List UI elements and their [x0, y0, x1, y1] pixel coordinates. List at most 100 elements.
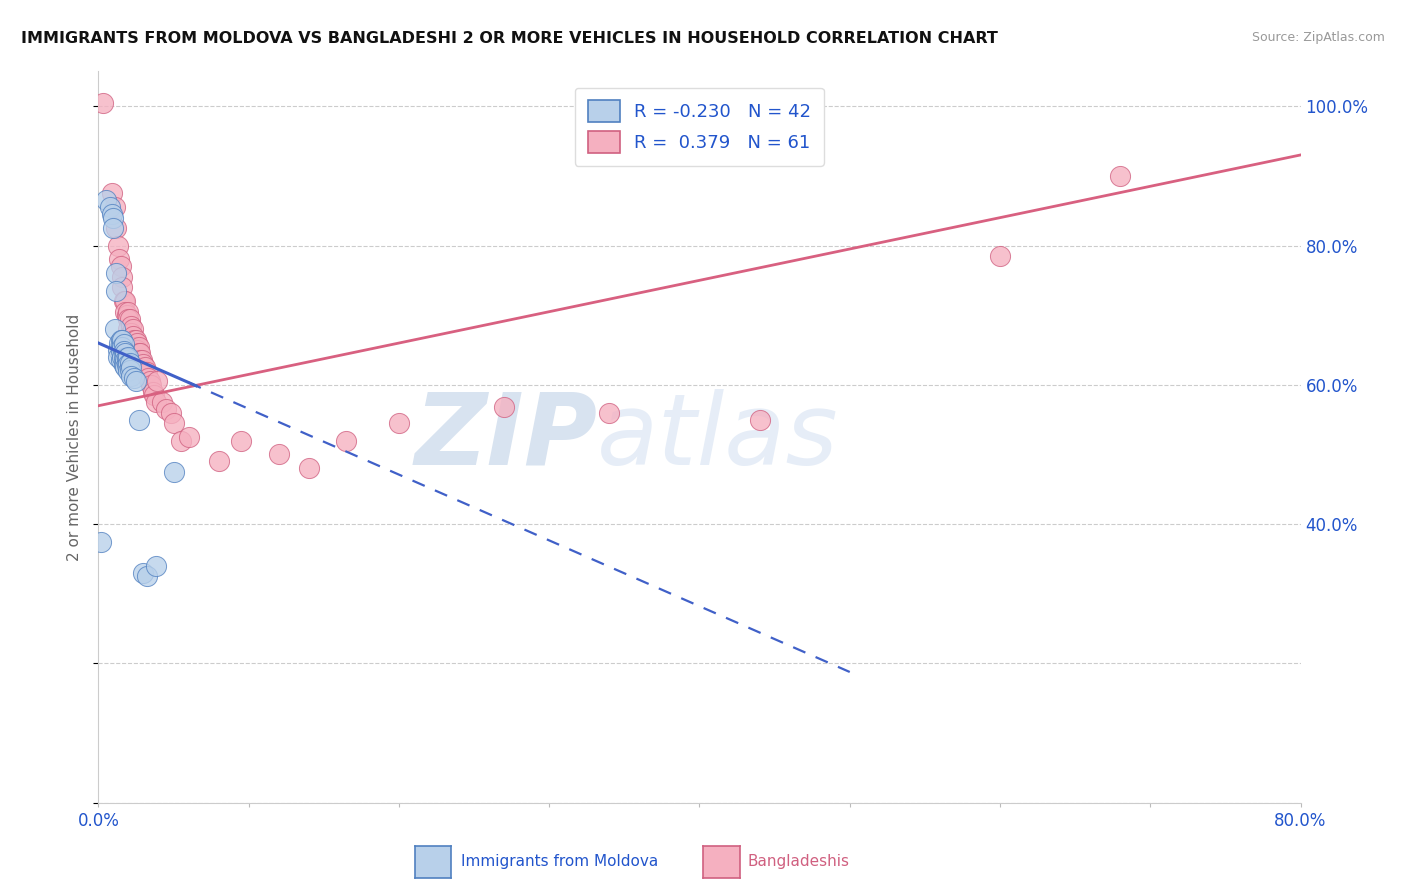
Point — [129, 353, 152, 368]
Point — [112, 294, 135, 309]
Point — [127, 343, 149, 357]
Point — [335, 434, 357, 448]
Point — [115, 308, 138, 322]
Point — [128, 412, 150, 426]
Text: Bangladeshis: Bangladeshis — [748, 855, 851, 869]
Point — [105, 284, 128, 298]
Point — [121, 318, 143, 333]
Point — [138, 375, 160, 389]
Point — [388, 416, 411, 430]
Point — [1109, 169, 1132, 183]
Point — [170, 434, 193, 448]
Point — [135, 365, 157, 379]
Point — [91, 95, 114, 110]
Point — [117, 350, 139, 364]
Point — [114, 294, 136, 309]
Point — [177, 430, 200, 444]
Point — [159, 406, 181, 420]
Point — [112, 359, 135, 373]
Point — [132, 357, 155, 371]
Point — [125, 375, 148, 389]
Point — [111, 280, 134, 294]
Point — [111, 339, 134, 353]
Point — [107, 350, 129, 364]
Point — [111, 269, 134, 284]
Point — [208, 454, 231, 468]
Point — [101, 186, 124, 201]
Point — [100, 200, 122, 214]
Point — [105, 266, 128, 280]
Point — [111, 333, 134, 347]
Point — [155, 402, 177, 417]
Point — [118, 362, 141, 376]
Point — [118, 311, 141, 326]
Point — [298, 461, 321, 475]
Point — [162, 416, 184, 430]
Point — [103, 211, 125, 225]
Point — [112, 337, 135, 351]
Point — [115, 359, 138, 373]
Point — [135, 569, 157, 583]
Point — [145, 558, 167, 573]
Point — [145, 395, 167, 409]
Point — [598, 406, 620, 420]
Point — [121, 360, 143, 375]
Point — [110, 339, 132, 353]
Point — [231, 434, 253, 448]
Point — [141, 384, 163, 399]
Point — [110, 353, 132, 368]
Point — [114, 353, 136, 368]
Point — [132, 566, 155, 580]
Point — [146, 375, 169, 389]
Point — [267, 448, 290, 462]
Point — [112, 344, 135, 359]
Point — [114, 346, 136, 360]
Point — [107, 343, 129, 357]
Point — [117, 304, 139, 318]
Point — [124, 339, 146, 353]
Point — [162, 465, 184, 479]
Point — [150, 395, 173, 409]
Point — [125, 339, 148, 353]
Point — [90, 534, 112, 549]
Point — [110, 344, 132, 359]
Text: Immigrants from Moldova: Immigrants from Moldova — [461, 855, 658, 869]
Point — [748, 412, 770, 426]
Point — [103, 221, 125, 235]
Point — [114, 304, 136, 318]
Text: ZIP: ZIP — [415, 389, 598, 485]
Point — [121, 333, 143, 347]
Text: IMMIGRANTS FROM MOLDOVA VS BANGLADESHI 2 OR MORE VEHICLES IN HOUSEHOLD CORRELATI: IMMIGRANTS FROM MOLDOVA VS BANGLADESHI 2… — [21, 31, 998, 46]
Point — [121, 369, 143, 384]
Legend: R = -0.230   N = 42, R =  0.379   N = 61: R = -0.230 N = 42, R = 0.379 N = 61 — [575, 87, 824, 166]
Point — [131, 353, 153, 368]
Point — [136, 371, 159, 385]
Point — [134, 360, 156, 375]
Point — [110, 333, 132, 347]
Point — [94, 193, 117, 207]
Point — [111, 350, 134, 364]
Y-axis label: 2 or more Vehicles in Household: 2 or more Vehicles in Household — [67, 313, 83, 561]
Point — [108, 252, 131, 267]
Point — [105, 221, 128, 235]
Point — [129, 346, 152, 360]
Point — [115, 351, 138, 366]
Point — [988, 249, 1011, 263]
Point — [117, 364, 139, 378]
Point — [117, 311, 139, 326]
Text: atlas: atlas — [598, 389, 839, 485]
Point — [132, 364, 155, 378]
Point — [494, 400, 516, 414]
Point — [104, 322, 127, 336]
Point — [124, 333, 146, 347]
Point — [107, 238, 129, 252]
Point — [112, 351, 135, 366]
Point — [124, 371, 146, 385]
Point — [128, 339, 150, 353]
Point — [108, 336, 131, 351]
Point — [127, 336, 149, 351]
Point — [104, 200, 127, 214]
Point — [125, 333, 148, 347]
Point — [128, 346, 150, 360]
Point — [122, 329, 145, 343]
